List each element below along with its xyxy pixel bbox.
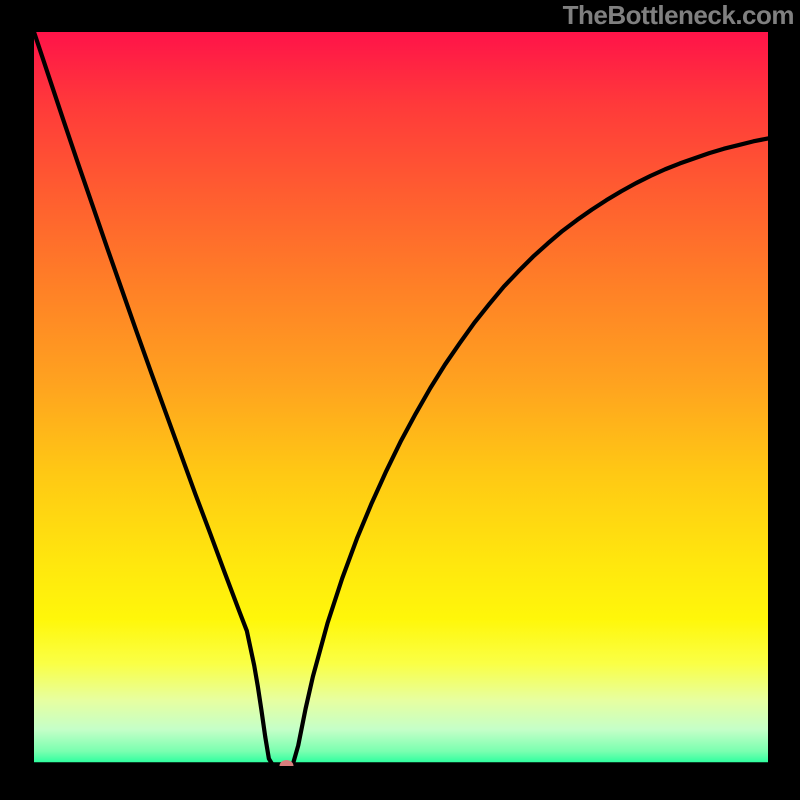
plot-background bbox=[34, 32, 768, 766]
watermark-text: TheBottleneck.com bbox=[563, 0, 794, 31]
chart-svg bbox=[0, 0, 800, 800]
chart-container: TheBottleneck.com bbox=[0, 0, 800, 800]
